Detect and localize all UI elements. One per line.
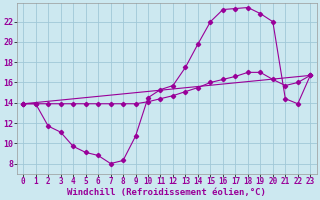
X-axis label: Windchill (Refroidissement éolien,°C): Windchill (Refroidissement éolien,°C) bbox=[67, 188, 266, 197]
